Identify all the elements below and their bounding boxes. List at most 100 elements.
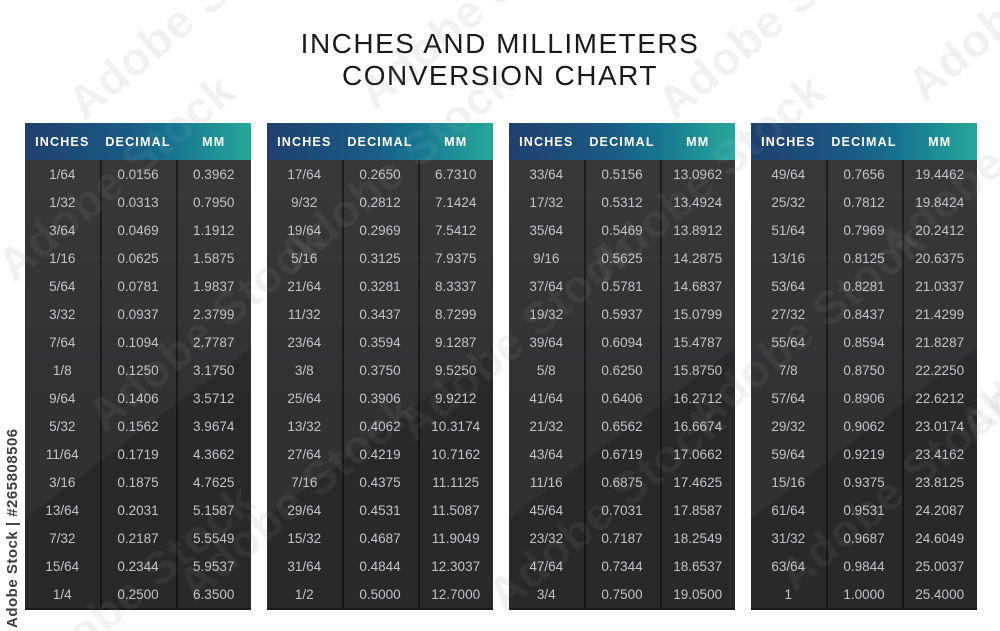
table-cell: 0.5312 (601, 194, 643, 210)
table-row: 57/64 0.8906 22.6212 (751, 384, 977, 412)
table-cell: 18.6537 (673, 558, 723, 574)
table-row: 35/64 0.5469 13.8912 (509, 216, 735, 244)
table-cell: 0.2031 (117, 502, 159, 518)
table-cell: 15.0799 (673, 306, 723, 322)
table-cell: 0.4531 (359, 502, 401, 518)
table-row: 45/64 0.7031 17.8587 (509, 496, 735, 524)
table-row: 23/32 0.7187 18.2549 (509, 524, 735, 552)
table-cell: 24.2087 (915, 502, 965, 518)
column-header-mm: MM (928, 134, 952, 149)
column-divider (583, 160, 586, 608)
table-cell: 0.1094 (117, 334, 159, 350)
table-cell: 27/64 (287, 446, 322, 462)
table-cell: 0.3437 (359, 306, 401, 322)
table-cell: 17.0662 (673, 446, 723, 462)
table-cell: 7.1424 (435, 194, 477, 210)
table-cell: 49/64 (771, 166, 806, 182)
table-cell: 0.3125 (359, 250, 401, 266)
table-cell: 37/64 (529, 278, 564, 294)
table-row: 13/16 0.8125 20.6375 (751, 244, 977, 272)
tables-row: INCHES DECIMAL MM 1/64 0.0156 0.3962 1/32 0.… (25, 123, 977, 610)
table-cell: 10.3174 (431, 418, 481, 434)
table-header: INCHES DECIMAL MM (509, 123, 735, 160)
table-cell: 0.2650 (359, 166, 401, 182)
table-row: 3/4 0.7500 19.0500 (509, 580, 735, 608)
table-cell: 1/64 (49, 166, 76, 182)
page-title-line2: CONVERSION CHART (342, 60, 658, 91)
table-cell: 4.7625 (193, 474, 235, 490)
table-cell: 25/32 (771, 194, 806, 210)
table-cell: 1/32 (49, 194, 76, 210)
table-cell: 10.7162 (431, 446, 481, 462)
table-cell: 23/64 (287, 334, 322, 350)
page-title-line1: INCHES AND MILLIMETERS (300, 28, 700, 59)
table-row: 1/8 0.1250 3.1750 (25, 356, 251, 384)
table-cell: 1/4 (52, 586, 72, 602)
table-cell: 2.7787 (193, 334, 235, 350)
table-cell: 0.9687 (843, 530, 885, 546)
table-cell: 35/64 (529, 222, 564, 238)
table-cell: 41/64 (529, 390, 564, 406)
table-cell: 0.5625 (601, 250, 643, 266)
table-cell: 0.7031 (601, 502, 643, 518)
table-cell: 9.1287 (435, 334, 477, 350)
table-cell: 5/32 (49, 418, 76, 434)
table-cell: 0.6875 (601, 474, 643, 490)
table-cell: 0.3750 (359, 362, 401, 378)
table-cell: 0.6406 (601, 390, 643, 406)
table-cell: 16.2712 (673, 390, 723, 406)
table-cell: 25/64 (287, 390, 322, 406)
table-cell: 19.8424 (915, 194, 965, 210)
table-cell: 0.4219 (359, 446, 401, 462)
table-cell: 7/64 (49, 334, 76, 350)
table-cell: 21.0337 (915, 278, 965, 294)
table-row: 25/64 0.3906 9.9212 (267, 384, 493, 412)
table-cell: 0.2187 (117, 530, 159, 546)
table-cell: 53/64 (771, 278, 806, 294)
conversion-table-2: INCHES DECIMAL MM 17/64 0.2650 6.7310 9/32 0… (267, 123, 493, 610)
table-cell: 1 (784, 586, 793, 602)
table-row: 7/32 0.2187 5.5549 (25, 524, 251, 552)
table-cell: 47/64 (529, 558, 564, 574)
table-cell: 0.6250 (601, 362, 643, 378)
table-cell: 0.3962 (193, 166, 235, 182)
table-row: 25/32 0.7812 19.8424 (751, 188, 977, 216)
column-header-inches: INCHES (35, 134, 90, 149)
table-row: 11/16 0.6875 17.4625 (509, 468, 735, 496)
table-cell: 0.8750 (843, 362, 885, 378)
table-cell: 1.5875 (193, 250, 235, 266)
table-cell: 3/32 (49, 306, 76, 322)
table-body: 49/64 0.7656 19.4462 25/32 0.7812 19.8424 51/6… (751, 160, 977, 610)
table-cell: 0.3906 (359, 390, 401, 406)
column-divider (99, 160, 102, 608)
column-header-decimal: DECIMAL (589, 134, 655, 149)
table-cell: 7.9375 (435, 250, 477, 266)
table-cell: 19.4462 (915, 166, 965, 182)
table-cell: 1.9837 (193, 278, 235, 294)
table-cell: 17/64 (287, 166, 322, 182)
table-row: 33/64 0.5156 13.0962 (509, 160, 735, 188)
table-cell: 0.9062 (843, 418, 885, 434)
table-cell: 11.9049 (431, 530, 480, 546)
table-row: 5/8 0.6250 15.8750 (509, 356, 735, 384)
table-row: 13/64 0.2031 5.1587 (25, 496, 251, 524)
table-row: 1/4 0.2500 6.3500 (25, 580, 251, 608)
table-cell: 0.8437 (843, 306, 885, 322)
table-cell: 0.1562 (117, 418, 159, 434)
table-cell: 0.4687 (359, 530, 401, 546)
conversion-table-1: INCHES DECIMAL MM 1/64 0.0156 0.3962 1/32 0.… (25, 123, 251, 610)
table-row: 19/64 0.2969 7.5412 (267, 216, 493, 244)
table-row: 39/64 0.6094 15.4787 (509, 328, 735, 356)
table-row: 13/32 0.4062 10.3174 (267, 412, 493, 440)
table-cell: 0.4844 (359, 558, 401, 574)
table-cell: 0.1875 (117, 474, 159, 490)
table-cell: 25.4000 (915, 586, 965, 602)
table-cell: 9/32 (291, 194, 318, 210)
table-row: 51/64 0.7969 20.2412 (751, 216, 977, 244)
table-cell: 1.1912 (193, 222, 235, 238)
table-cell: 0.0781 (117, 278, 159, 294)
table-cell: 5/8 (536, 362, 556, 378)
table-cell: 17.8587 (673, 502, 723, 518)
table-row: 59/64 0.9219 23.4162 (751, 440, 977, 468)
